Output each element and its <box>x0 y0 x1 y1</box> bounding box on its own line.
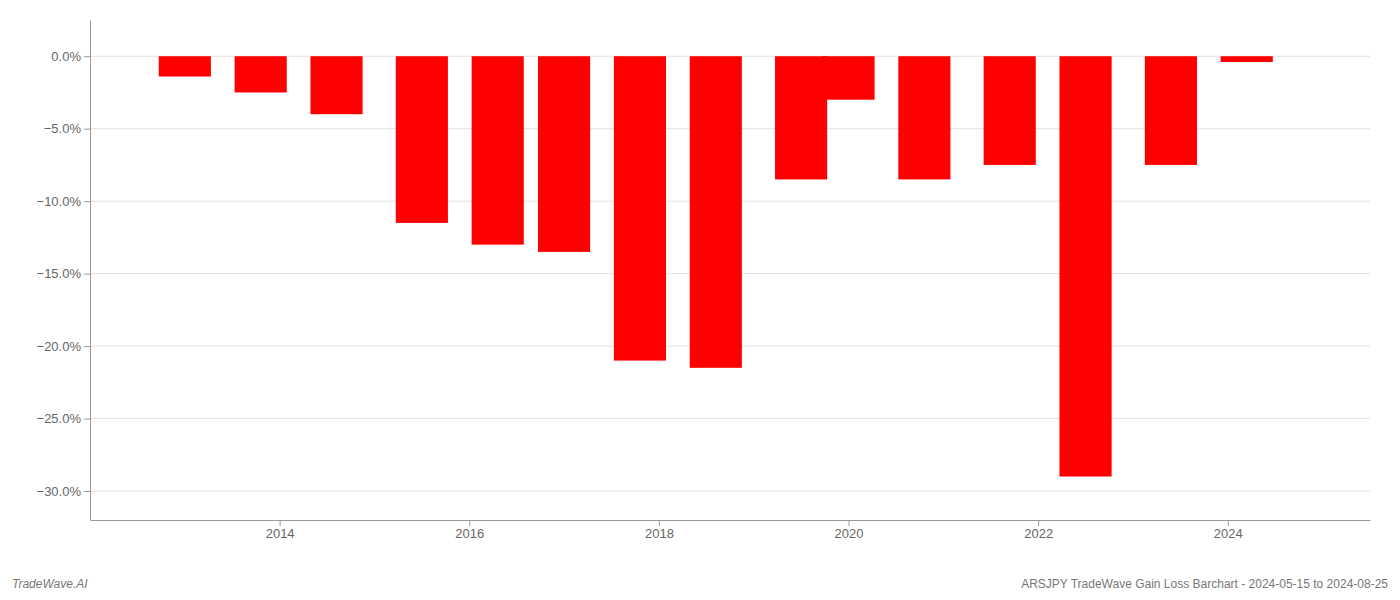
footer-left: TradeWave.AI <box>12 577 88 591</box>
bar <box>984 56 1036 165</box>
y-tick-label: −10.0% <box>37 194 82 209</box>
x-tick-mark <box>849 520 850 526</box>
y-tick-mark <box>84 56 90 57</box>
bar <box>1221 56 1273 62</box>
x-tick: 2022 <box>1024 520 1053 541</box>
x-tick-mark <box>659 520 660 526</box>
bar <box>159 56 211 76</box>
y-tick: −5.0% <box>44 121 90 136</box>
y-tick: −10.0% <box>37 194 90 209</box>
bar <box>614 56 666 360</box>
y-tick-mark <box>84 346 90 347</box>
bar <box>775 56 827 179</box>
y-tick-label: −5.0% <box>44 121 82 136</box>
y-tick: −15.0% <box>37 266 90 281</box>
x-tick: 2020 <box>835 520 864 541</box>
bar <box>396 56 448 223</box>
x-tick-mark <box>469 520 470 526</box>
x-tick-label: 2022 <box>1024 526 1053 541</box>
y-tick-label: 0.0% <box>51 49 81 64</box>
x-axis-line <box>91 520 1371 521</box>
y-tick: 0.0% <box>51 49 90 64</box>
x-tick: 2014 <box>266 520 295 541</box>
y-tick: −25.0% <box>37 411 90 426</box>
plot-area: 2014 2016 2018 2020 2022 2024 0.0% −5.0% −10.0% −… <box>37 21 1371 542</box>
x-tick-label: 2020 <box>835 526 864 541</box>
chart: 2014 2016 2018 2020 2022 2024 0.0% −5.0% −10.0% −… <box>0 0 1400 600</box>
x-tick-mark <box>1038 520 1039 526</box>
x-tick-label: 2024 <box>1214 526 1243 541</box>
y-axis-line <box>90 21 91 521</box>
x-tick-label: 2014 <box>266 526 295 541</box>
bar <box>538 56 590 252</box>
y-tick-label: −15.0% <box>37 266 82 281</box>
grid-line <box>90 418 1370 419</box>
x-tick: 2018 <box>645 520 674 541</box>
y-tick-mark <box>84 201 90 202</box>
bar <box>472 56 524 244</box>
y-tick: −30.0% <box>37 484 90 499</box>
footer-right: ARSJPY TradeWave Gain Loss Barchart - 20… <box>1021 577 1388 591</box>
x-tick-mark <box>1228 520 1229 526</box>
bar <box>1059 56 1111 476</box>
y-tick-label: −30.0% <box>37 484 82 499</box>
bar <box>898 56 950 179</box>
y-tick: −20.0% <box>37 339 90 354</box>
bar <box>1145 56 1197 165</box>
bar <box>310 56 362 114</box>
x-tick-label: 2016 <box>455 526 484 541</box>
bars <box>159 56 1273 476</box>
y-axis: 0.0% −5.0% −10.0% −15.0% −20.0% −25.0% −30.0% <box>37 21 91 521</box>
x-tick: 2024 <box>1214 520 1243 541</box>
grid <box>90 56 1370 491</box>
bar <box>690 56 742 368</box>
bar <box>235 56 287 92</box>
y-tick-label: −25.0% <box>37 411 82 426</box>
x-tick-label: 2018 <box>645 526 674 541</box>
x-tick-mark <box>280 520 281 526</box>
y-tick-mark <box>84 419 90 420</box>
y-tick-mark <box>84 491 90 492</box>
y-tick-mark <box>84 129 90 130</box>
x-axis: 2014 2016 2018 2020 2022 2024 <box>91 520 1371 541</box>
x-tick: 2016 <box>455 520 484 541</box>
y-tick-mark <box>84 274 90 275</box>
grid-line <box>90 491 1370 492</box>
y-tick-label: −20.0% <box>37 339 82 354</box>
bar <box>822 56 874 99</box>
